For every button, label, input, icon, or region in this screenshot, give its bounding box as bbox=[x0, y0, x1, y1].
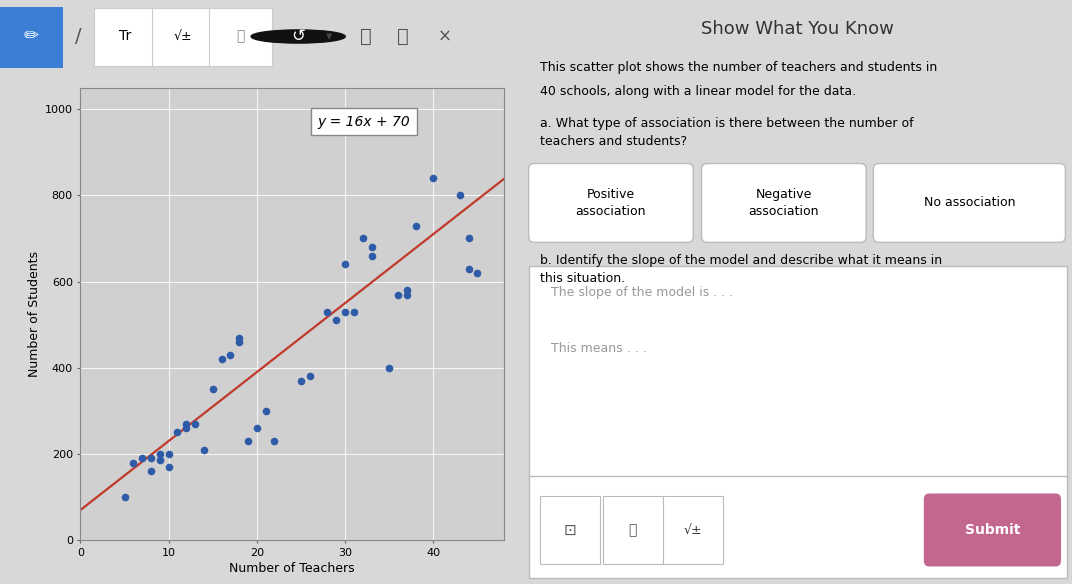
Point bbox=[134, 454, 151, 463]
Text: √±: √± bbox=[174, 30, 192, 43]
Point bbox=[468, 268, 486, 277]
FancyBboxPatch shape bbox=[94, 8, 157, 67]
Text: 🖊: 🖊 bbox=[237, 30, 244, 43]
Point bbox=[389, 290, 406, 299]
Point bbox=[222, 350, 239, 360]
Point bbox=[213, 354, 230, 364]
FancyBboxPatch shape bbox=[0, 6, 63, 68]
Point bbox=[407, 221, 425, 230]
Point bbox=[337, 260, 354, 269]
Point bbox=[195, 445, 212, 454]
FancyBboxPatch shape bbox=[528, 164, 694, 242]
FancyBboxPatch shape bbox=[664, 496, 724, 564]
Point bbox=[460, 264, 477, 273]
Point bbox=[363, 251, 381, 260]
Point bbox=[460, 234, 477, 243]
Point bbox=[178, 419, 195, 429]
Text: No association: No association bbox=[924, 196, 1015, 210]
Text: ▾: ▾ bbox=[327, 30, 332, 43]
Text: ⊡: ⊡ bbox=[564, 523, 576, 538]
FancyBboxPatch shape bbox=[528, 266, 1067, 479]
Point bbox=[363, 242, 381, 252]
Point bbox=[381, 363, 398, 373]
Point bbox=[143, 467, 160, 476]
Text: Show What You Know: Show What You Know bbox=[701, 20, 894, 39]
FancyBboxPatch shape bbox=[209, 8, 272, 67]
Point bbox=[230, 333, 248, 342]
Text: Submit: Submit bbox=[965, 523, 1021, 537]
Point bbox=[178, 423, 195, 433]
Text: Negative
association: Negative association bbox=[748, 188, 819, 218]
Point bbox=[151, 449, 168, 458]
Point bbox=[293, 376, 310, 385]
Point bbox=[301, 372, 318, 381]
Point bbox=[160, 463, 177, 472]
Point bbox=[328, 316, 345, 325]
Text: y = 16x + 70: y = 16x + 70 bbox=[317, 114, 411, 128]
Point bbox=[143, 454, 160, 463]
Text: /: / bbox=[75, 27, 81, 46]
Text: This means . . .: This means . . . bbox=[551, 342, 646, 354]
Point bbox=[151, 456, 168, 465]
X-axis label: Number of Teachers: Number of Teachers bbox=[229, 562, 355, 575]
Text: 40 schools, along with a linear model for the data.: 40 schools, along with a linear model fo… bbox=[539, 85, 855, 98]
Text: b. Identify the slope of the model and describe what it means in
this situation.: b. Identify the slope of the model and d… bbox=[539, 254, 941, 285]
Text: ×: × bbox=[437, 27, 451, 46]
Text: Tr: Tr bbox=[119, 30, 132, 43]
Text: a. What type of association is there between the number of
teachers and students: a. What type of association is there bet… bbox=[539, 117, 913, 148]
Circle shape bbox=[251, 30, 345, 43]
Text: √±: √± bbox=[684, 524, 702, 537]
Point bbox=[116, 492, 133, 502]
FancyBboxPatch shape bbox=[152, 8, 214, 67]
Point bbox=[266, 436, 283, 446]
Point bbox=[249, 423, 266, 433]
Point bbox=[354, 234, 371, 243]
Point bbox=[124, 458, 142, 467]
FancyBboxPatch shape bbox=[874, 164, 1066, 242]
Point bbox=[337, 307, 354, 317]
Point bbox=[169, 427, 187, 437]
Point bbox=[451, 191, 468, 200]
Text: This scatter plot shows the number of teachers and students in: This scatter plot shows the number of te… bbox=[539, 61, 937, 74]
Text: 🎤: 🎤 bbox=[628, 523, 637, 537]
Text: ✏: ✏ bbox=[24, 27, 39, 46]
Point bbox=[239, 436, 256, 446]
FancyBboxPatch shape bbox=[924, 493, 1061, 566]
Point bbox=[257, 406, 274, 416]
Point bbox=[345, 307, 362, 317]
Text: ⌢: ⌢ bbox=[360, 27, 372, 46]
Text: Positive
association: Positive association bbox=[576, 188, 646, 218]
Point bbox=[318, 307, 336, 317]
Point bbox=[160, 449, 177, 458]
FancyBboxPatch shape bbox=[602, 496, 664, 564]
Text: ↺: ↺ bbox=[292, 27, 306, 46]
Point bbox=[398, 290, 415, 299]
Text: ⌢: ⌢ bbox=[397, 27, 408, 46]
Point bbox=[398, 286, 415, 295]
FancyBboxPatch shape bbox=[539, 496, 600, 564]
Point bbox=[204, 385, 221, 394]
Text: The slope of the model is . . .: The slope of the model is . . . bbox=[551, 286, 733, 299]
FancyBboxPatch shape bbox=[701, 164, 866, 242]
Y-axis label: Number of Students: Number of Students bbox=[28, 251, 41, 377]
Point bbox=[187, 419, 204, 429]
Point bbox=[425, 173, 442, 183]
FancyBboxPatch shape bbox=[528, 476, 1067, 578]
Point bbox=[230, 337, 248, 346]
